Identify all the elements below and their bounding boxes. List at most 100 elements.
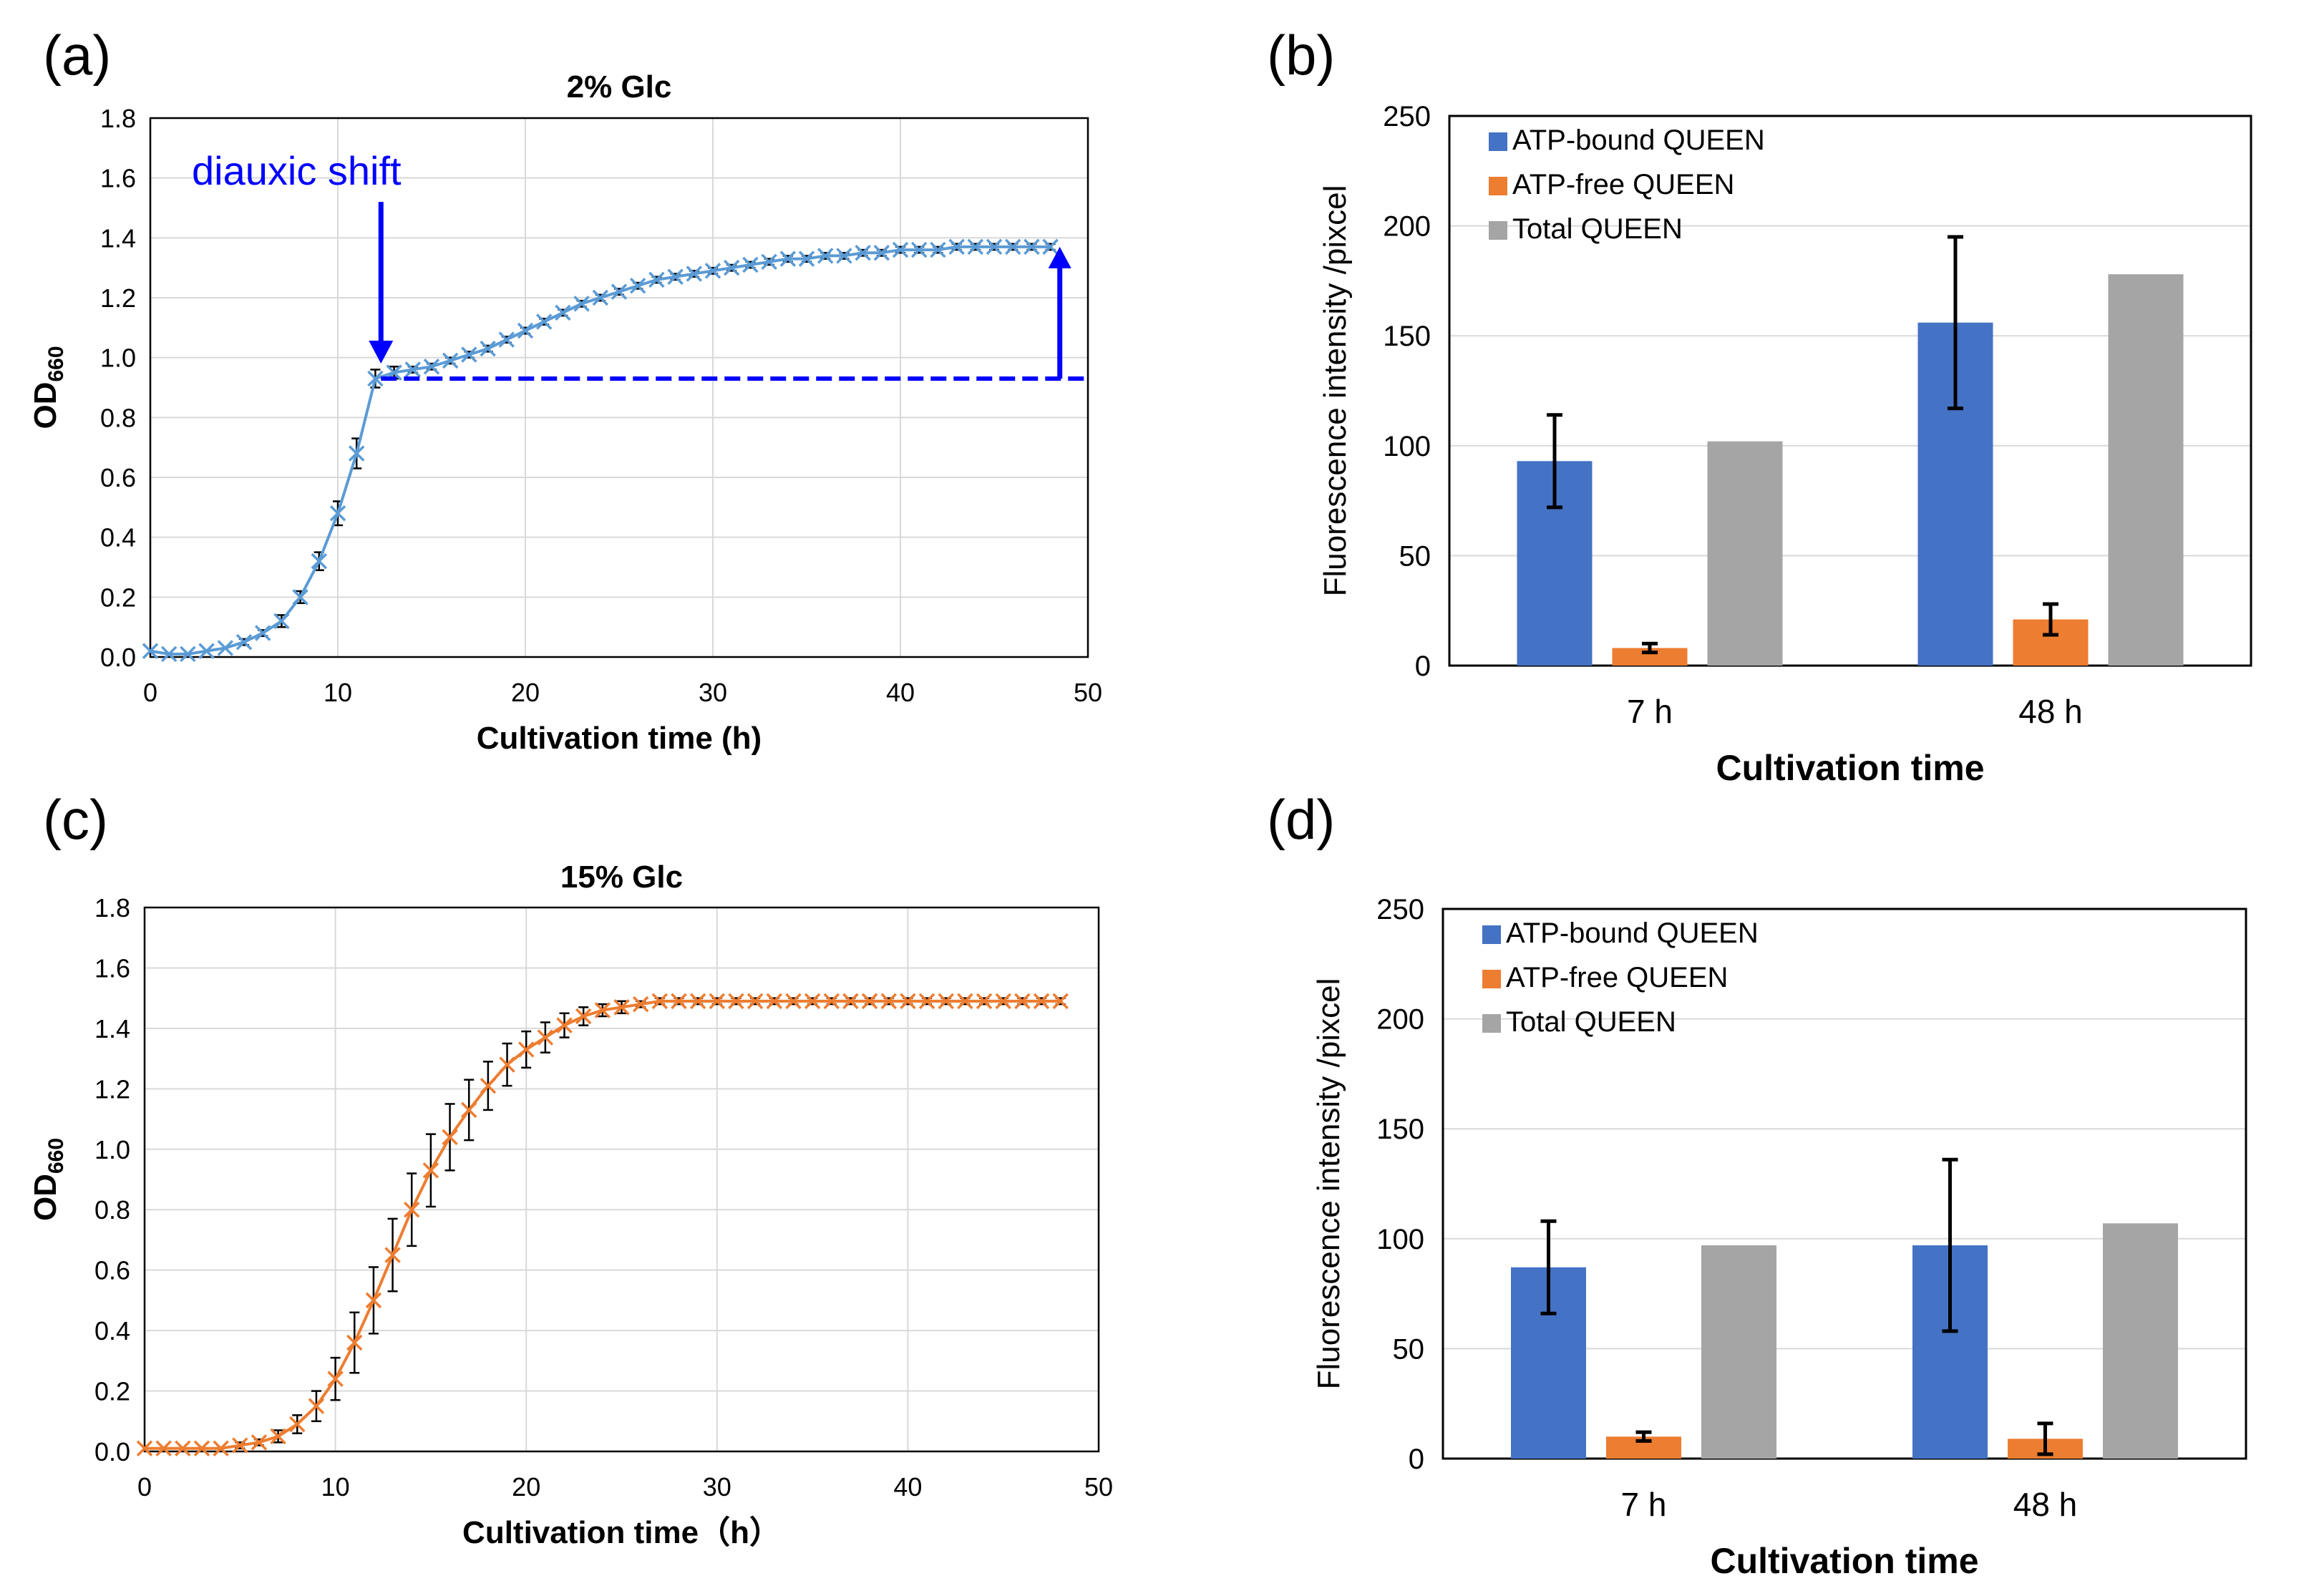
- data-point: [651, 993, 669, 1010]
- panel-label-c: (c): [43, 788, 108, 851]
- y-tick-label: 1.2: [94, 1074, 130, 1104]
- data-point: [900, 993, 916, 1010]
- data-point: [957, 993, 973, 1010]
- data-point: [365, 1292, 382, 1309]
- data-point: [723, 259, 740, 276]
- y-tick-label: 250: [1376, 894, 1424, 925]
- data-point: [535, 313, 553, 330]
- x-tick-label: 0: [143, 678, 157, 707]
- data-point: [986, 238, 1003, 256]
- data-point: [232, 1437, 248, 1454]
- data-point: [855, 245, 871, 261]
- data-point: [346, 1334, 363, 1351]
- data-point: [785, 993, 802, 1010]
- data-point: [742, 256, 759, 273]
- data-point: [1014, 993, 1031, 1010]
- y-tick-label: 250: [1383, 101, 1431, 132]
- data-point: [728, 993, 744, 1010]
- data-point: [404, 361, 422, 378]
- data-point: [1052, 993, 1069, 1010]
- x-category-label: 48 h: [2018, 693, 2083, 730]
- chart-title: 15% Glc: [560, 860, 683, 895]
- x-category-label: 7 h: [1627, 693, 1673, 730]
- panel-label-b: (b): [1267, 24, 1336, 87]
- bar: [2108, 274, 2184, 666]
- x-tick-label: 10: [324, 678, 352, 707]
- x-tick-label: 30: [703, 1472, 731, 1502]
- y-tick-label: 0.4: [94, 1316, 130, 1346]
- data-point: [686, 266, 703, 282]
- data-point: [861, 993, 878, 1010]
- data-point: [1042, 238, 1059, 256]
- data-point: [254, 625, 271, 641]
- data-series-line: [150, 245, 1051, 656]
- y-tick-label: 100: [1376, 1224, 1424, 1255]
- data-point: [704, 263, 721, 279]
- x-category-label: 48 h: [2013, 1486, 2078, 1523]
- panel-label-a: (a): [43, 24, 112, 87]
- data-point: [289, 1416, 306, 1433]
- y-tick-label: 1.8: [94, 893, 130, 923]
- y-axis-title: OD660: [28, 1138, 68, 1221]
- legend-swatch: [1482, 1014, 1501, 1033]
- fluorescence-chart-2pct: 0 50 100 150 200 250 7 h 48 h ATP-bound QUEEN ATP…: [1318, 101, 2252, 787]
- data-point: [613, 999, 630, 1016]
- y-tick-label: 0.6: [100, 463, 136, 492]
- data-point: [689, 993, 706, 1010]
- y-tick-label: 0.8: [100, 403, 136, 432]
- legend-swatch: [1489, 177, 1507, 195]
- y-tick-label: 0.6: [94, 1256, 130, 1285]
- plot-area-border: [1442, 908, 2247, 1460]
- y-tick-label: 0.0: [94, 1437, 130, 1466]
- data-point: [910, 241, 928, 258]
- data-point: [537, 1029, 554, 1046]
- data-point: [404, 1201, 420, 1218]
- data-point: [798, 250, 815, 267]
- rise-arrow-head: [1048, 246, 1071, 268]
- y-tick-label: 1.0: [94, 1135, 130, 1164]
- plot-area-border: [1448, 115, 2252, 667]
- data-point: [948, 238, 965, 256]
- data-point: [671, 993, 687, 1010]
- data-point: [592, 289, 609, 306]
- data-point: [779, 250, 797, 267]
- data-point: [880, 993, 897, 1010]
- data-point: [611, 283, 628, 300]
- data-point: [422, 1162, 439, 1179]
- x-tick-label: 10: [321, 1472, 350, 1502]
- data-point: [747, 993, 764, 1010]
- data-point: [575, 1008, 592, 1025]
- y-tick-label: 1.2: [100, 283, 136, 313]
- data-point: [175, 1440, 191, 1457]
- y-tick-label: 0: [1409, 1444, 1424, 1475]
- chart-title: 2% Glc: [567, 69, 672, 104]
- y-tick-label: 1.6: [94, 953, 130, 983]
- x-tick-label: 30: [699, 678, 727, 707]
- data-point: [873, 245, 890, 261]
- data-point: [930, 241, 946, 258]
- x-category-label: 7 h: [1621, 1486, 1667, 1523]
- data-point: [632, 996, 649, 1013]
- y-tick-label: 1.6: [100, 164, 136, 193]
- data-point: [251, 1434, 268, 1451]
- data-point: [918, 993, 935, 1010]
- data-point: [517, 1041, 535, 1058]
- data-point: [573, 296, 590, 312]
- panel-label-d: (d): [1267, 788, 1336, 851]
- data-point: [327, 1371, 344, 1387]
- y-tick-label: 150: [1376, 1114, 1424, 1145]
- data-point: [976, 993, 993, 1010]
- y-tick-label: 0.2: [94, 1377, 130, 1406]
- data-point: [155, 1440, 172, 1457]
- y-tick-label: 0.8: [94, 1195, 130, 1225]
- y-tick-label: 200: [1383, 211, 1431, 243]
- legend-label: Total QUEEN: [1512, 213, 1683, 245]
- data-point: [967, 238, 984, 256]
- bar: [2103, 1223, 2178, 1459]
- legend-swatch: [1489, 221, 1507, 240]
- plot-area-border: [143, 906, 1100, 1453]
- data-point: [629, 278, 646, 294]
- data-point: [817, 248, 834, 264]
- data-point: [460, 1101, 477, 1119]
- data-point: [217, 640, 234, 656]
